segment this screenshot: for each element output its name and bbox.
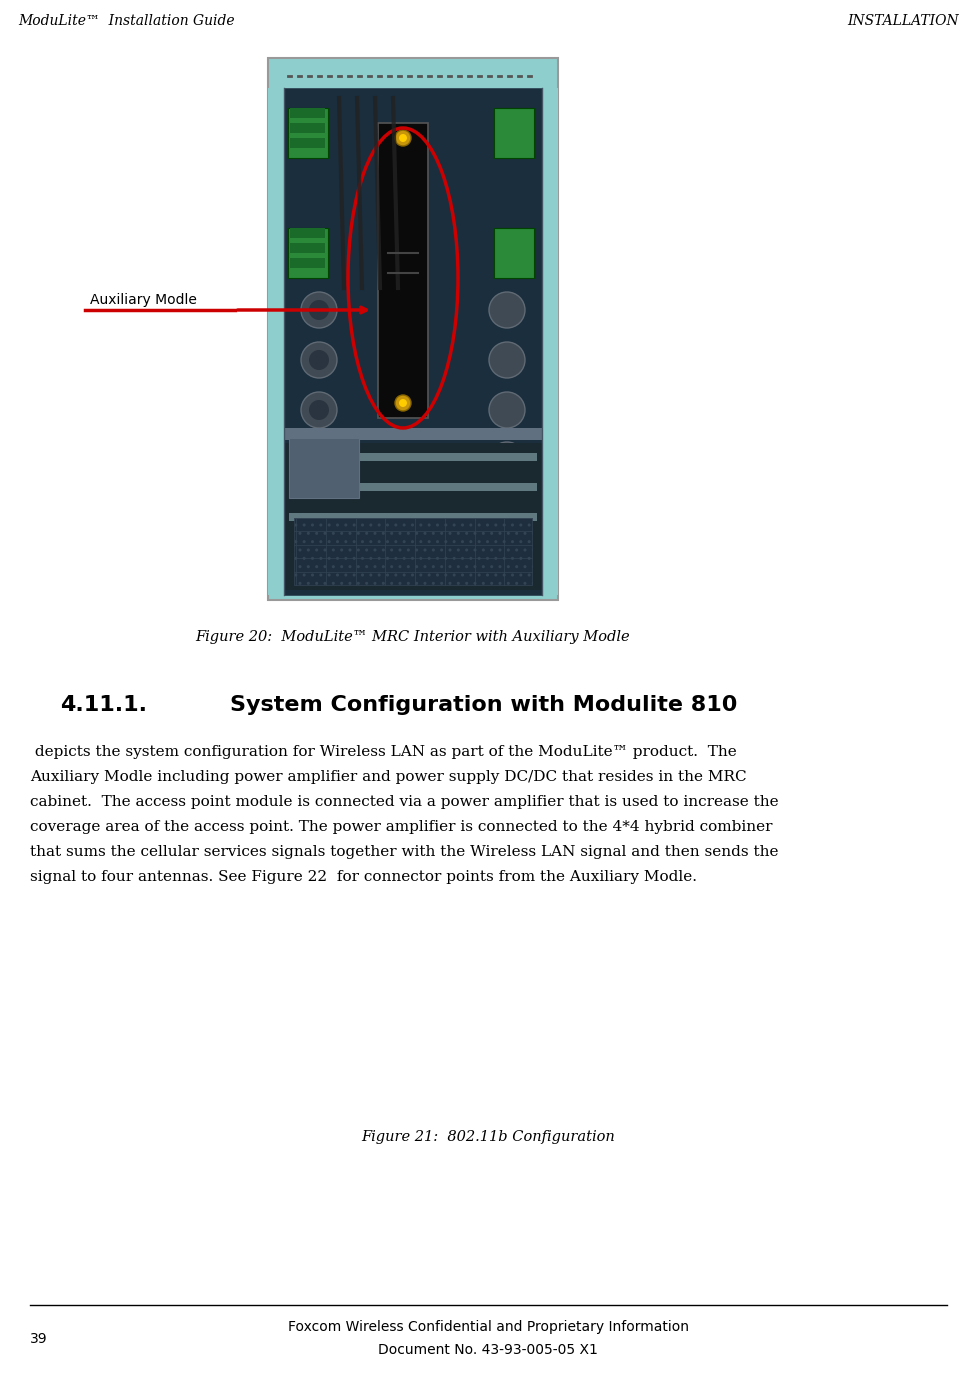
Bar: [289, 438, 359, 498]
Bar: [288, 108, 328, 158]
Bar: [289, 513, 537, 521]
Text: 4.11.1.: 4.11.1.: [60, 696, 147, 715]
Circle shape: [301, 391, 337, 427]
Text: Auxiliary Modle: Auxiliary Modle: [90, 293, 197, 307]
Text: Document No. 43-93-005-05 X1: Document No. 43-93-005-05 X1: [378, 1343, 598, 1357]
Bar: [494, 228, 534, 278]
Text: signal to four antennas. See Figure 22  for connector points from the Auxiliary : signal to four antennas. See Figure 22 f…: [30, 870, 697, 884]
Circle shape: [309, 400, 329, 420]
Text: Auxiliary Modle including power amplifier and power supply DC/DC that resides in: Auxiliary Modle including power amplifie…: [30, 770, 746, 784]
Bar: [290, 243, 325, 253]
Bar: [284, 89, 542, 595]
Bar: [542, 89, 558, 595]
Bar: [294, 519, 532, 585]
Text: INSTALLATION: INSTALLATION: [847, 14, 959, 28]
Bar: [290, 108, 325, 118]
Circle shape: [395, 130, 411, 147]
Bar: [378, 123, 428, 418]
Bar: [290, 138, 325, 148]
Circle shape: [399, 134, 407, 142]
Bar: [494, 108, 534, 158]
Text: ModuLite™  Installation Guide: ModuLite™ Installation Guide: [18, 14, 234, 28]
Circle shape: [489, 292, 525, 328]
Circle shape: [395, 396, 411, 411]
Circle shape: [489, 443, 525, 479]
Text: 39: 39: [30, 1332, 48, 1346]
Bar: [290, 228, 325, 238]
Bar: [289, 454, 537, 461]
Bar: [284, 443, 542, 591]
Bar: [290, 123, 325, 133]
Circle shape: [301, 443, 337, 479]
Circle shape: [489, 342, 525, 378]
Circle shape: [301, 342, 337, 378]
Circle shape: [489, 391, 525, 427]
Text: that sums the cellular services signals together with the Wireless LAN signal an: that sums the cellular services signals …: [30, 845, 779, 859]
Circle shape: [301, 292, 337, 328]
Text: Figure 20:  ModuLite™ MRC Interior with Auxiliary Modle: Figure 20: ModuLite™ MRC Interior with A…: [195, 631, 630, 644]
Bar: [268, 58, 558, 600]
Circle shape: [399, 400, 407, 407]
Circle shape: [309, 300, 329, 319]
Text: System Configuration with Modulite 810: System Configuration with Modulite 810: [230, 696, 738, 715]
Bar: [284, 427, 542, 440]
Text: coverage area of the access point. The power amplifier is connected to the 4*4 h: coverage area of the access point. The p…: [30, 820, 773, 834]
Text: depicts the system configuration for Wireless LAN as part of the ModuLite™ produ: depicts the system configuration for Wir…: [30, 745, 737, 759]
Circle shape: [309, 350, 329, 371]
Circle shape: [309, 449, 329, 470]
Bar: [268, 89, 284, 595]
Bar: [289, 483, 537, 491]
Bar: [290, 259, 325, 268]
Text: cabinet.  The access point module is connected via a power amplifier that is use: cabinet. The access point module is conn…: [30, 795, 779, 809]
Bar: [288, 228, 328, 278]
Text: Figure 21:  802.11b Configuration: Figure 21: 802.11b Configuration: [361, 1130, 615, 1144]
Text: Foxcom Wireless Confidential and Proprietary Information: Foxcom Wireless Confidential and Proprie…: [287, 1319, 689, 1335]
